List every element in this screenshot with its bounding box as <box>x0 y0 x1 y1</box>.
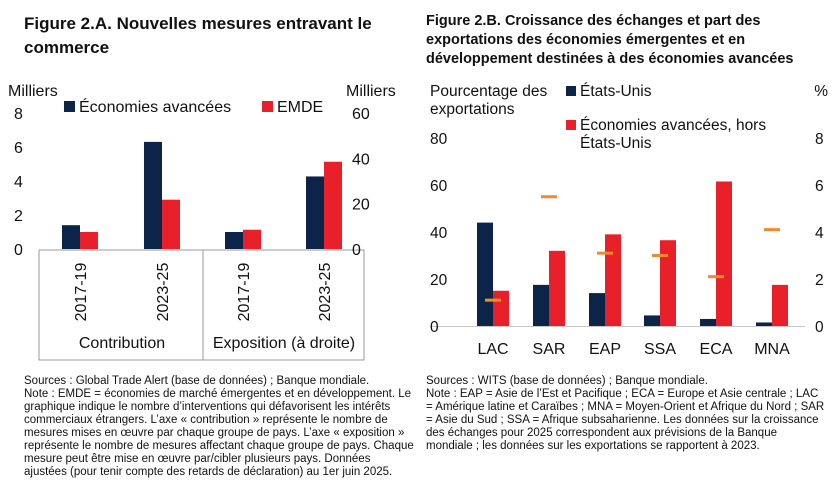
chart-b-right-tick: 0 <box>815 319 824 336</box>
chart-b-marker-trade-growth-lac <box>485 298 501 302</box>
chart-a-note: Note : EMDE = économies de marché émerge… <box>24 388 414 478</box>
chart-b-left-axis-label-line2: exportations <box>430 101 515 118</box>
chart-b-right-axis-label: % <box>814 83 828 100</box>
chart-a-left-tick: 8 <box>14 106 23 123</box>
chart-a-bar-advanced-1 <box>62 225 80 249</box>
chart-a-sources: Sources : Global Trade Alert (base de do… <box>24 375 370 387</box>
chart-b-bar-advanced-ex-us-eca <box>716 181 732 326</box>
chart-a-bar-emde-4 <box>324 161 342 249</box>
chart-b-category-label: SSA <box>644 341 676 358</box>
figure-2a-title: Figure 2.A. Nouvelles mesures entravant … <box>24 14 372 57</box>
chart-b-marker-trade-growth-mna <box>764 228 780 232</box>
chart-b: Pourcentage des % États-Unis Économies a… <box>430 83 828 358</box>
chart-b-left-tick: 40 <box>430 225 448 242</box>
chart-a-group-label-contribution: Contribution <box>79 335 165 352</box>
chart-b-bar-us-mna <box>756 322 772 326</box>
chart-b-bar-us-ssa <box>644 315 660 326</box>
legend-a-label-emde: EMDE <box>277 99 323 116</box>
chart-a-right-axis-label: Milliers <box>346 83 396 100</box>
chart-a-category-label: 2017-19 <box>73 263 90 322</box>
chart-b-category-label: LAC <box>477 341 508 358</box>
chart-a-category-frame <box>38 249 365 361</box>
chart-a-bar-advanced-3 <box>225 232 243 249</box>
chart-a-right-tick: 20 <box>352 197 370 214</box>
chart-a-left-axis-label: Milliers <box>8 83 58 100</box>
chart-b-bar-advanced-ex-us-mna <box>772 284 788 326</box>
chart-b-category-label: EAP <box>589 341 621 358</box>
chart-b-marker-trade-growth-ssa <box>652 254 668 257</box>
chart-a-group-label-exposition: Exposition (à droite) <box>213 335 355 352</box>
chart-b-left-axis-label-line1: Pourcentage des <box>430 83 547 100</box>
chart-b-bar-advanced-ex-us-lac <box>493 290 509 326</box>
chart-b-bar-us-sar <box>533 284 549 326</box>
chart-a-bar-advanced-2 <box>144 141 162 249</box>
chart-b-note: Note : EAP = Asie de l’Est et Pacifique … <box>426 388 825 452</box>
chart-a-left-tick: 4 <box>14 174 23 191</box>
chart-a: Milliers Milliers Économies avancées EMD… <box>8 83 396 361</box>
chart-b-bar-advanced-ex-us-eap <box>605 234 621 326</box>
chart-b-right-tick: 2 <box>815 272 824 289</box>
legend-b-label-advanced-ex-us: Économies avancées, hors États-Unis <box>580 117 766 152</box>
legend-b-swatch-us <box>566 86 576 96</box>
chart-a-left-tick: 2 <box>14 208 23 225</box>
chart-b-category-label: SAR <box>533 341 566 358</box>
chart-b-left-tick: 0 <box>430 319 439 336</box>
chart-a-right-tick: 0 <box>352 242 361 259</box>
chart-b-right-tick: 8 <box>815 131 824 148</box>
chart-b-sources: Sources : WITS (base de données) ; Banqu… <box>426 375 708 387</box>
chart-b-marker-trade-growth-sar <box>541 195 557 199</box>
chart-b-left-tick: 80 <box>430 131 448 148</box>
chart-b-bar-us-eap <box>589 293 605 326</box>
legend-b-swatch-advanced-ex-us <box>566 120 576 130</box>
chart-b-notes: Sources : WITS (base de données) ; Banqu… <box>426 375 826 453</box>
chart-b-bar-advanced-ex-us-sar <box>549 250 565 326</box>
chart-b-right-tick: 6 <box>815 178 824 195</box>
chart-b-marker-trade-growth-eap <box>597 251 613 255</box>
chart-b-marker-trade-growth-eca <box>708 275 724 279</box>
chart-a-left-tick: 6 <box>14 140 23 157</box>
chart-b-bar-advanced-ex-us-ssa <box>660 240 676 326</box>
legend-a-swatch-emde <box>262 101 273 112</box>
chart-a-category-label: 2017-19 <box>236 263 253 322</box>
legend-b-label-us: États-Unis <box>580 83 652 100</box>
chart-b-bar-us-lac <box>477 222 493 326</box>
chart-a-category-label: 2023-25 <box>317 263 334 322</box>
chart-b-bar-us-eca <box>700 318 716 326</box>
chart-a-category-label: 2023-25 <box>155 263 172 322</box>
chart-a-bar-emde-2 <box>162 199 180 249</box>
chart-a-bar-emde-3 <box>243 229 261 249</box>
chart-b-category-label: ECA <box>700 341 733 358</box>
chart-a-bar-advanced-4 <box>306 176 324 249</box>
figure-2b-title: Figure 2.B. Croissance des échanges et p… <box>426 13 794 67</box>
legend-a-swatch-advanced <box>64 101 75 112</box>
chart-a-right-tick: 60 <box>352 106 370 123</box>
chart-b-category-label: MNA <box>754 341 790 358</box>
chart-b-right-tick: 4 <box>815 225 824 242</box>
chart-a-notes: Sources : Global Trade Alert (base de do… <box>24 375 416 479</box>
chart-a-bar-emde-1 <box>80 232 98 249</box>
legend-a-label-advanced: Économies avancées <box>79 97 231 116</box>
chart-b-left-tick: 60 <box>430 178 448 195</box>
chart-b-left-tick: 20 <box>430 272 448 289</box>
chart-a-right-tick: 40 <box>352 151 370 168</box>
chart-a-left-tick: 0 <box>14 242 23 259</box>
